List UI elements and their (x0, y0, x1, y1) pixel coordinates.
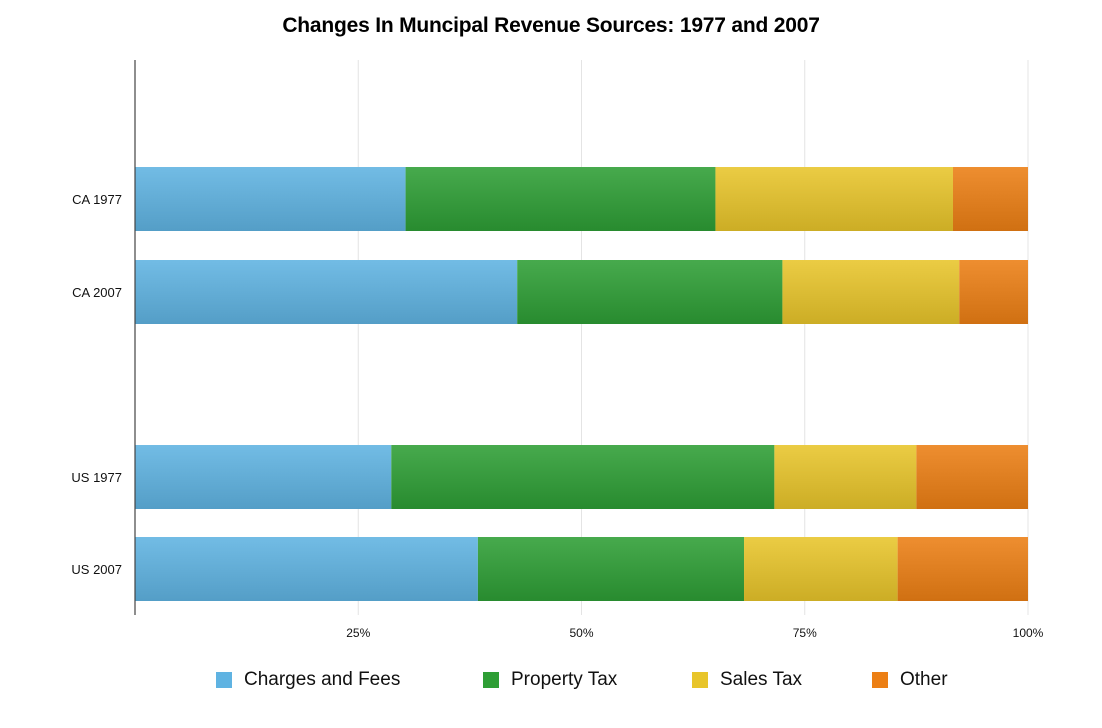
legend-swatch (692, 672, 708, 688)
bar-segment-sales-tax (744, 537, 898, 601)
chart-title: Changes In Muncipal Revenue Sources: 197… (282, 14, 820, 37)
x-tick-label: 100% (1013, 626, 1044, 640)
category-label: US 2007 (71, 562, 122, 577)
bar-segment-sales-tax (715, 167, 953, 231)
bar-segment-other (897, 537, 1028, 601)
legend-swatch (872, 672, 888, 688)
legend-item: Charges and Fees (216, 662, 400, 698)
bar-segment-charges-and-fees (135, 260, 518, 324)
bar-segment-charges-and-fees (135, 167, 406, 231)
bar-segment-property-tax (477, 537, 745, 601)
bar-segment-sales-tax (774, 445, 917, 509)
legend-swatch (483, 672, 499, 688)
gridlines (357, 60, 1029, 615)
legend: Charges and Fees Property Tax Sales Tax Oth… (0, 662, 1102, 698)
bars (135, 167, 1028, 601)
category-label: CA 2007 (72, 285, 122, 300)
category-label: CA 1977 (72, 192, 122, 207)
bar-chart: 25% 50% 75% 100% CA 1977 CA 2007 US 1977 US 200… (71, 60, 1044, 640)
legend-item: Property Tax (483, 662, 617, 698)
bar-segment-other (916, 445, 1028, 509)
legend-label: Sales Tax (720, 669, 803, 690)
legend-item: Other (872, 662, 948, 698)
bar-segment-property-tax (517, 260, 783, 324)
x-tick-label: 75% (793, 626, 817, 640)
bar-segment-other (959, 260, 1028, 324)
bar-segment-property-tax (391, 445, 775, 509)
bar-segment-sales-tax (782, 260, 960, 324)
legend-label: Other (900, 669, 948, 690)
legend-label: Charges and Fees (244, 669, 401, 690)
bar-segment-charges-and-fees (135, 537, 478, 601)
legend-label: Property Tax (511, 669, 618, 690)
legend-swatch (216, 672, 232, 688)
x-tick-label: 25% (346, 626, 370, 640)
legend-item: Sales Tax (692, 662, 802, 698)
axes: 25% 50% 75% 100% CA 1977 CA 2007 US 1977 US 200… (71, 60, 1044, 640)
bar-segment-property-tax (405, 167, 716, 231)
bar-segment-charges-and-fees (135, 445, 392, 509)
category-label: US 1977 (71, 470, 122, 485)
x-tick-label: 50% (569, 626, 593, 640)
bar-segment-other (952, 167, 1028, 231)
